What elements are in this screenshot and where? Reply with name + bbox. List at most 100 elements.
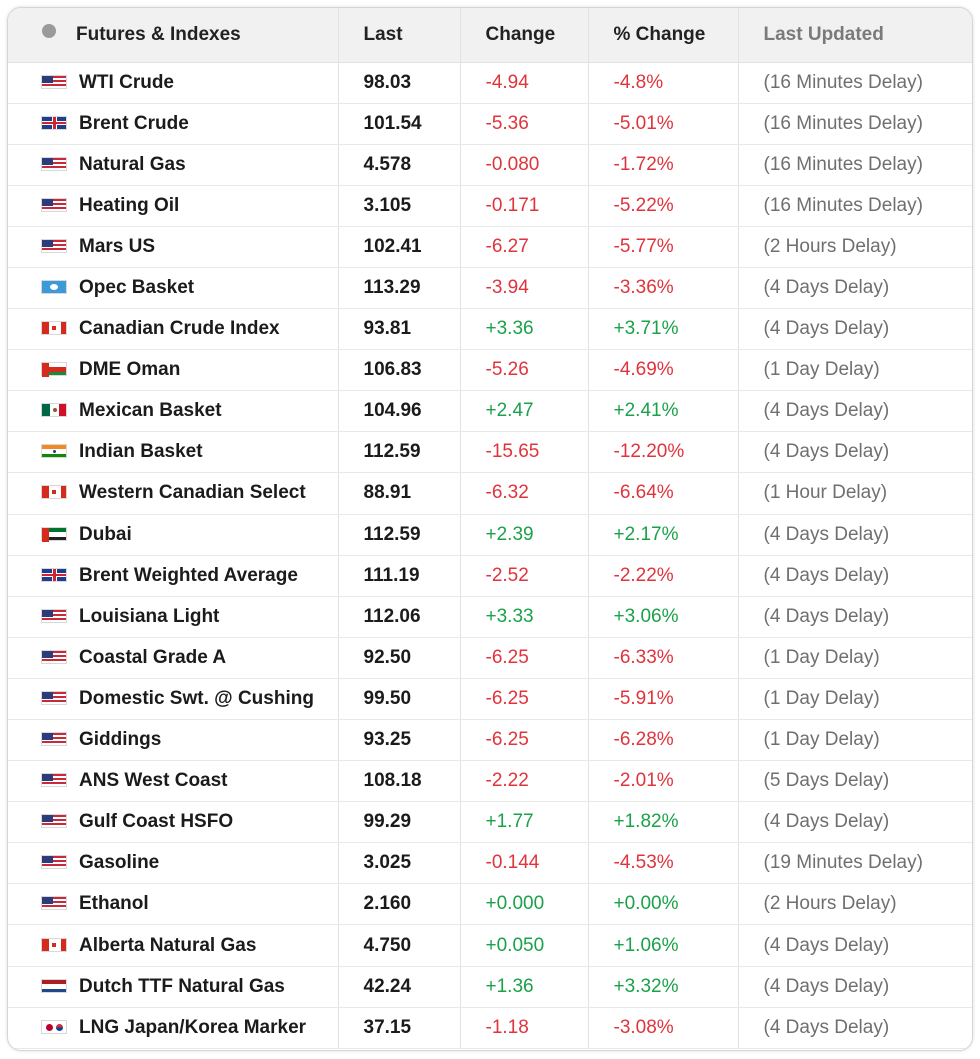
table-row[interactable]: Natural Gas 4.578 -0.080 -1.72% (16 Minutes … bbox=[8, 144, 972, 186]
row-name-cell[interactable]: Brent Crude bbox=[8, 103, 339, 145]
row-name[interactable]: Mars US bbox=[79, 235, 156, 257]
row-name-cell[interactable]: Western Canadian Select bbox=[8, 472, 339, 515]
table-row[interactable]: Dubai 112.59 +2.39 +2.17% (4 Days Delay) bbox=[8, 514, 972, 556]
row-name[interactable]: Alberta Natural Gas bbox=[79, 934, 257, 956]
row-name[interactable]: Ethanol bbox=[79, 893, 149, 915]
table-row[interactable]: ANS West Coast 108.18 -2.22 -2.01% (5 Days D… bbox=[8, 760, 972, 803]
header-name[interactable]: Futures & Indexes bbox=[8, 8, 339, 63]
table-row[interactable]: Western Canadian Select 88.91 -6.32 -6.64%(… bbox=[8, 472, 972, 515]
row-name[interactable]: Heating Oil bbox=[79, 194, 180, 216]
table-row[interactable]: LNG Japan/Korea Marker 37.15 -1.18 -3.08% (4… bbox=[8, 1007, 972, 1049]
row-name[interactable]: Giddings bbox=[79, 729, 162, 751]
row-name-cell[interactable]: Natural Gas bbox=[8, 144, 339, 186]
us-flag-icon bbox=[41, 156, 67, 171]
row-change: -1.18 bbox=[460, 1007, 589, 1049]
row-name-cell[interactable]: Dutch TTF Natural Gas bbox=[8, 966, 339, 1008]
row-name[interactable]: ANS West Coast bbox=[79, 770, 228, 792]
table-row[interactable]: Alberta Natural Gas 4.750 +0.050 +1.06% (4 D… bbox=[8, 924, 972, 967]
header-last-updated[interactable]: Last Updated bbox=[738, 8, 972, 63]
row-name[interactable]: Indian Basket bbox=[79, 441, 203, 463]
row-last-updated: (4 Days Delay) bbox=[738, 555, 972, 597]
row-name-cell[interactable]: Alberta Natural Gas bbox=[8, 924, 339, 967]
row-name[interactable]: Dubai bbox=[79, 523, 132, 545]
table-row[interactable]: Opec Basket 113.29 -3.94 -3.36% (4 Days Dela… bbox=[8, 267, 972, 310]
row-change: -4.94 bbox=[460, 62, 589, 104]
row-last: 113.29 bbox=[338, 267, 461, 310]
table-row[interactable]: Domestic Swt. @ Cushing 99.50 -6.25 -5.91%(… bbox=[8, 678, 972, 721]
table-row[interactable]: Coastal Grade A 92.50 -6.25 -6.33% (1 Day De… bbox=[8, 637, 972, 679]
row-name-cell[interactable]: Dubai bbox=[8, 514, 339, 556]
row-name-cell[interactable]: Canadian Crude Index bbox=[8, 308, 339, 351]
row-name-cell[interactable]: Coastal Grade A bbox=[8, 637, 339, 679]
table-row[interactable]: DME Oman 106.83 -5.26 -4.69% (1 Day Delay) bbox=[8, 349, 972, 392]
table-row[interactable]: Indian Basket 112.59 -15.65 -12.20% (4 Days … bbox=[8, 431, 972, 474]
header-change[interactable]: Change bbox=[460, 8, 589, 63]
row-name[interactable]: Domestic Swt. @ Cushing bbox=[79, 687, 314, 709]
row-name-cell[interactable]: Brent Weighted Average bbox=[8, 555, 339, 597]
row-name-cell[interactable]: DME Oman bbox=[8, 349, 339, 392]
row-change: -6.25 bbox=[460, 678, 589, 721]
table-row[interactable]: Louisiana Light 112.06 +3.33 +3.06% (4 Days … bbox=[8, 596, 972, 638]
row-name[interactable]: Louisiana Light bbox=[79, 605, 220, 627]
table-row[interactable]: Mexican Basket 104.96 +2.47 +2.41% (4 Days D… bbox=[8, 390, 972, 433]
row-last-updated: (16 Minutes Delay) bbox=[738, 62, 972, 104]
row-name-cell[interactable]: Louisiana Light bbox=[8, 596, 339, 638]
header-last[interactable]: Last bbox=[338, 8, 461, 63]
row-name-cell[interactable]: Mexican Basket bbox=[8, 390, 339, 433]
row-name-cell[interactable]: Gulf Coast HSFO bbox=[8, 801, 339, 844]
row-last: 108.18 bbox=[338, 760, 461, 803]
row-name[interactable]: Mexican Basket bbox=[79, 400, 222, 422]
row-name[interactable]: Brent Crude bbox=[79, 112, 189, 134]
row-change: -0.171 bbox=[460, 185, 589, 227]
row-name-cell[interactable]: Mars US bbox=[8, 226, 339, 268]
row-name[interactable]: WTI Crude bbox=[79, 71, 174, 93]
row-name[interactable]: LNG Japan/Korea Marker bbox=[79, 1016, 307, 1038]
table-row[interactable]: Heating Oil 3.105 -0.171 -5.22% (16 Minutes … bbox=[8, 185, 972, 227]
row-name-cell[interactable]: Opec Basket bbox=[8, 267, 339, 310]
row-name-cell[interactable]: Giddings bbox=[8, 719, 339, 762]
table-row[interactable]: Brent Crude 101.54 -5.36 -5.01% (16 Minutes … bbox=[8, 103, 972, 145]
row-name-cell[interactable]: Domestic Swt. @ Cushing bbox=[8, 678, 339, 721]
row-name[interactable]: Gasoline bbox=[79, 852, 160, 874]
row-pct-change: -2.22% bbox=[588, 555, 739, 597]
row-name-cell[interactable]: ANS West Coast bbox=[8, 760, 339, 803]
row-name[interactable]: Natural Gas bbox=[79, 153, 186, 175]
row-name[interactable]: Gulf Coast HSFO bbox=[79, 811, 234, 833]
table-row[interactable]: Gasoline 3.025 -0.144 -4.53% (19 Minutes Del… bbox=[8, 842, 972, 885]
row-last: 112.06 bbox=[338, 596, 461, 638]
row-name-cell[interactable]: Ethanol bbox=[8, 883, 339, 926]
row-pct-change: -5.01% bbox=[588, 103, 739, 145]
table-row[interactable]: Ethanol 2.160 +0.000 +0.00% (2 Hours Delay) bbox=[8, 883, 972, 926]
table-row[interactable]: WTI Crude 98.03 -4.94 -4.8% (16 Minutes Dela… bbox=[8, 62, 972, 104]
row-name-cell[interactable]: WTI Crude bbox=[8, 62, 339, 104]
row-last-updated: (1 Day Delay) bbox=[738, 719, 972, 762]
row-name-cell[interactable]: Heating Oil bbox=[8, 185, 339, 227]
row-change: -6.25 bbox=[460, 719, 589, 762]
row-pct-change: +1.06% bbox=[588, 924, 739, 967]
row-name[interactable]: DME Oman bbox=[79, 359, 181, 381]
row-name-cell[interactable]: Gasoline bbox=[8, 842, 339, 885]
row-name[interactable]: Brent Weighted Average bbox=[79, 564, 298, 586]
row-change: -3.94 bbox=[460, 267, 589, 310]
table-row[interactable]: Canadian Crude Index 93.81 +3.36 +3.71% (4 D… bbox=[8, 308, 972, 351]
row-name[interactable]: Dutch TTF Natural Gas bbox=[79, 975, 285, 997]
header-pct-change[interactable]: % Change bbox=[588, 8, 739, 63]
us-flag-icon bbox=[41, 608, 67, 623]
table-row[interactable]: Mars US 102.41 -6.27 -5.77% (2 Hours Delay) bbox=[8, 226, 972, 268]
globe-icon bbox=[42, 23, 56, 38]
row-name[interactable]: Canadian Crude Index bbox=[79, 318, 280, 340]
row-last: 112.59 bbox=[338, 514, 461, 556]
row-last: 4.750 bbox=[338, 924, 461, 967]
table-row[interactable]: Brent Weighted Average 111.19 -2.52 -2.22%(… bbox=[8, 555, 972, 597]
row-pct-change: -5.77% bbox=[588, 226, 739, 268]
table-row[interactable]: Gulf Coast HSFO 99.29 +1.77 +1.82% (4 Days D… bbox=[8, 801, 972, 844]
row-name[interactable]: Coastal Grade A bbox=[79, 646, 227, 668]
row-pct-change: +1.82% bbox=[588, 801, 739, 844]
row-name[interactable]: Opec Basket bbox=[79, 277, 195, 299]
ca-flag-icon bbox=[41, 485, 67, 500]
row-name-cell[interactable]: Indian Basket bbox=[8, 431, 339, 474]
row-name-cell[interactable]: LNG Japan/Korea Marker bbox=[8, 1007, 339, 1049]
table-row[interactable]: Dutch TTF Natural Gas 42.24 +1.36 +3.32% (4 … bbox=[8, 966, 972, 1008]
table-row[interactable]: Giddings 93.25 -6.25 -6.28% (1 Day Delay) bbox=[8, 719, 972, 762]
row-name[interactable]: Western Canadian Select bbox=[79, 482, 306, 504]
